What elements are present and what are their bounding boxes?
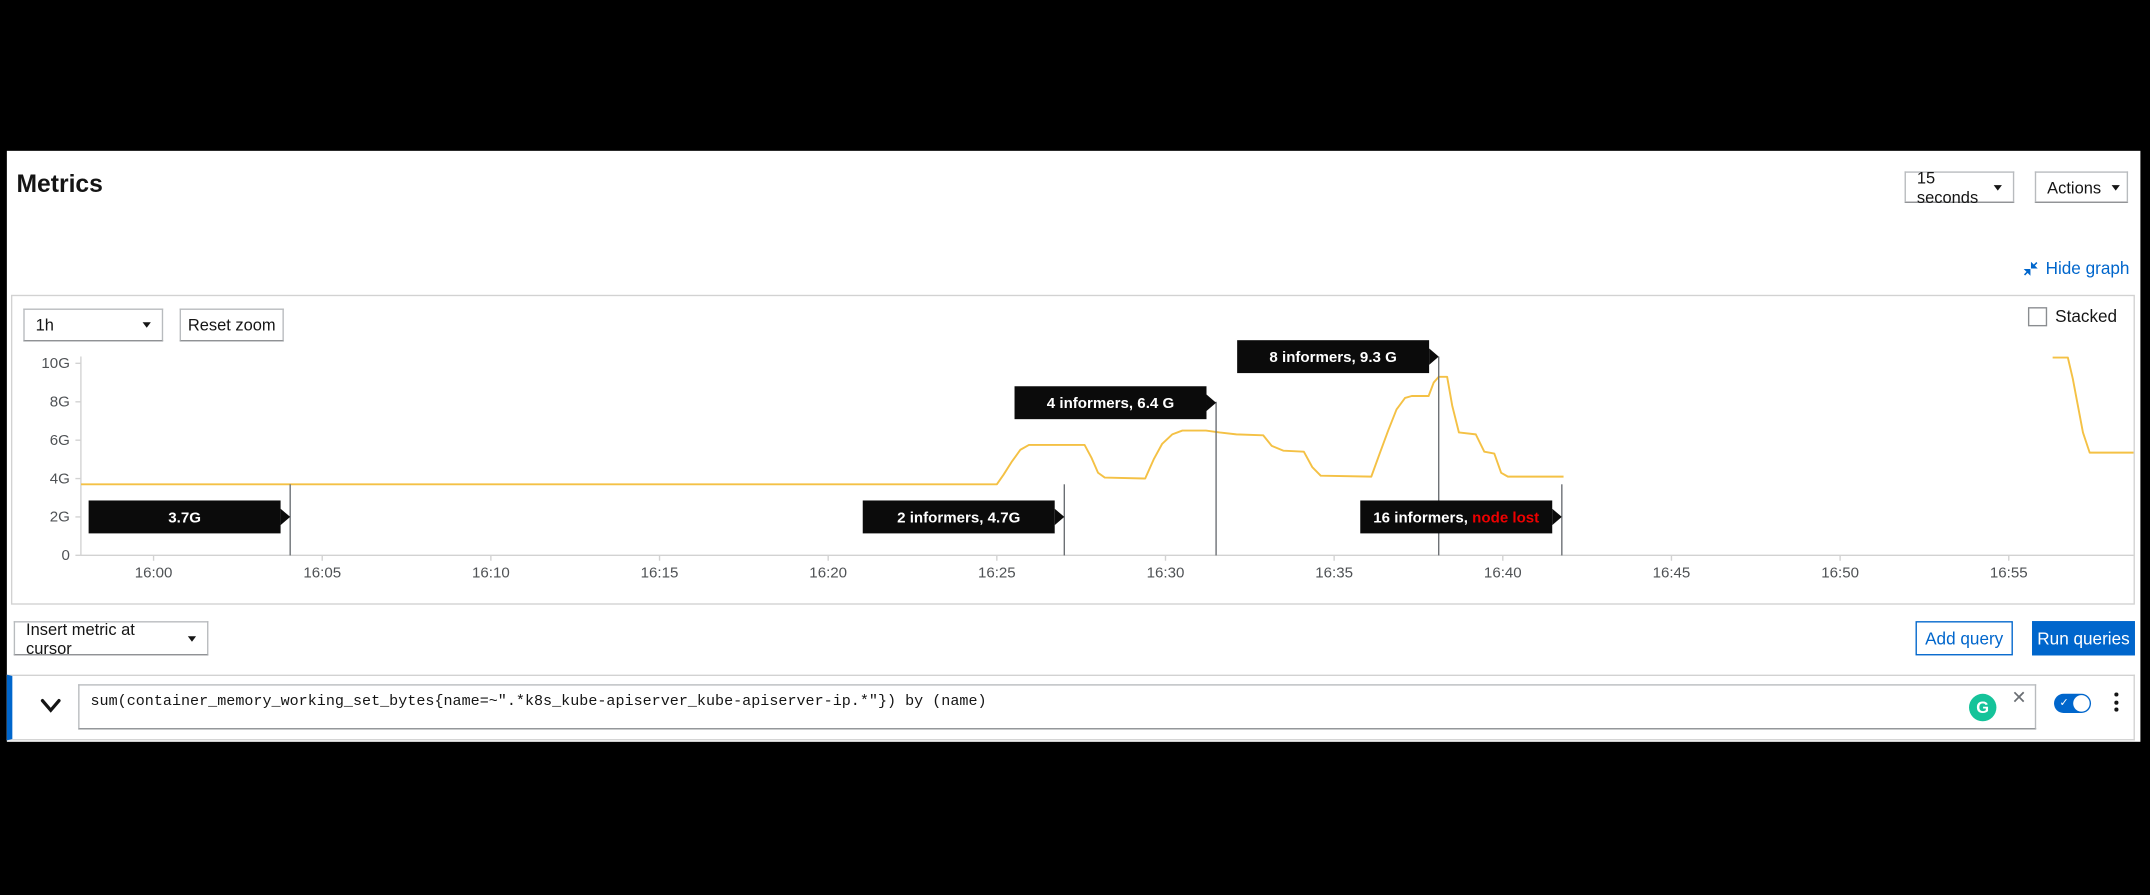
svg-text:16:35: 16:35: [1315, 564, 1353, 581]
graph-panel: 16:00 16:05 16:10 16:15 16:20 16:25 16:30 16:35…: [10, 294, 2135, 605]
close-icon[interactable]: ✕: [2011, 686, 2027, 708]
reset-zoom-button[interactable]: Reset zoom: [179, 308, 284, 342]
metrics-line-chart[interactable]: 16:00 16:05 16:10 16:15 16:20 16:25 16:30 16:35…: [12, 296, 2134, 603]
chevron-down-icon: [2112, 184, 2121, 190]
kebab-menu-icon[interactable]: [2112, 690, 2122, 715]
chevron-down-icon: [187, 635, 197, 642]
run-queries-label: Run queries: [2037, 628, 2130, 648]
svg-text:6G: 6G: [50, 432, 70, 449]
poll-interval-value: 15 seconds: [1916, 167, 1979, 207]
actions-label: Actions: [2047, 177, 2102, 197]
add-query-button[interactable]: Add query: [1915, 621, 2013, 656]
stacked-control: Stacked: [2027, 307, 2118, 327]
query-enabled-toggle[interactable]: ✓: [2054, 693, 2092, 714]
svg-text:16 informers, node lost: 16 informers, node lost: [1373, 509, 1539, 526]
chevron-down-icon: [142, 322, 151, 328]
hide-graph-link[interactable]: Hide graph: [2022, 259, 2129, 278]
svg-text:16:20: 16:20: [809, 564, 847, 581]
poll-interval-dropdown[interactable]: 15 seconds: [1904, 167, 2015, 207]
compress-icon: [2023, 261, 2038, 276]
svg-text:16:05: 16:05: [303, 564, 341, 581]
svg-text:8 informers, 9.3 G: 8 informers, 9.3 G: [1269, 349, 1396, 366]
run-queries-button[interactable]: Run queries: [2032, 621, 2135, 656]
stacked-label: Stacked: [2055, 307, 2118, 327]
check-icon: ✓: [2059, 696, 2069, 709]
time-range-value: 1h: [35, 315, 54, 335]
svg-text:0: 0: [62, 547, 70, 564]
svg-text:16:55: 16:55: [1990, 564, 2028, 581]
svg-text:16:30: 16:30: [1147, 564, 1185, 581]
insert-metric-dropdown[interactable]: Insert metric at cursor: [13, 619, 209, 658]
svg-text:3.7G: 3.7G: [168, 509, 201, 526]
svg-text:2 informers, 4.7G: 2 informers, 4.7G: [897, 509, 1020, 526]
svg-text:16:15: 16:15: [641, 564, 679, 581]
add-query-label: Add query: [1925, 628, 2004, 648]
page-title: Metrics: [16, 170, 103, 198]
actions-dropdown[interactable]: Actions: [2034, 171, 2129, 203]
time-range-select[interactable]: 1h: [23, 308, 164, 342]
svg-text:2G: 2G: [50, 509, 70, 526]
svg-text:16:25: 16:25: [978, 564, 1016, 581]
hide-graph-label: Hide graph: [2045, 259, 2130, 279]
metrics-page: Metrics 15 seconds Actions Hide graph 16…: [6, 150, 2141, 742]
svg-text:16:40: 16:40: [1484, 564, 1522, 581]
insert-metric-label: Insert metric at cursor: [26, 619, 135, 658]
svg-text:4 informers, 6.4 G: 4 informers, 6.4 G: [1047, 395, 1174, 412]
toggle-knob: [2073, 695, 2090, 712]
chevron-down-icon: [40, 699, 61, 713]
query-row: sum(container_memory_working_set_bytes{n…: [6, 674, 2135, 741]
query-expand-toggle[interactable]: [40, 697, 62, 722]
svg-text:16:45: 16:45: [1653, 564, 1691, 581]
svg-text:16:00: 16:00: [135, 564, 173, 581]
grammarly-icon[interactable]: G: [1969, 693, 1997, 722]
stacked-checkbox[interactable]: [2027, 307, 2047, 327]
svg-text:16:10: 16:10: [472, 564, 510, 581]
promql-query-input[interactable]: sum(container_memory_working_set_bytes{n…: [78, 684, 2037, 730]
reset-zoom-label: Reset zoom: [187, 315, 276, 335]
svg-text:16:50: 16:50: [1821, 564, 1859, 581]
chevron-down-icon: [1993, 184, 2002, 190]
svg-text:4G: 4G: [50, 470, 70, 487]
svg-text:8G: 8G: [50, 394, 70, 411]
svg-text:10G: 10G: [41, 355, 70, 372]
